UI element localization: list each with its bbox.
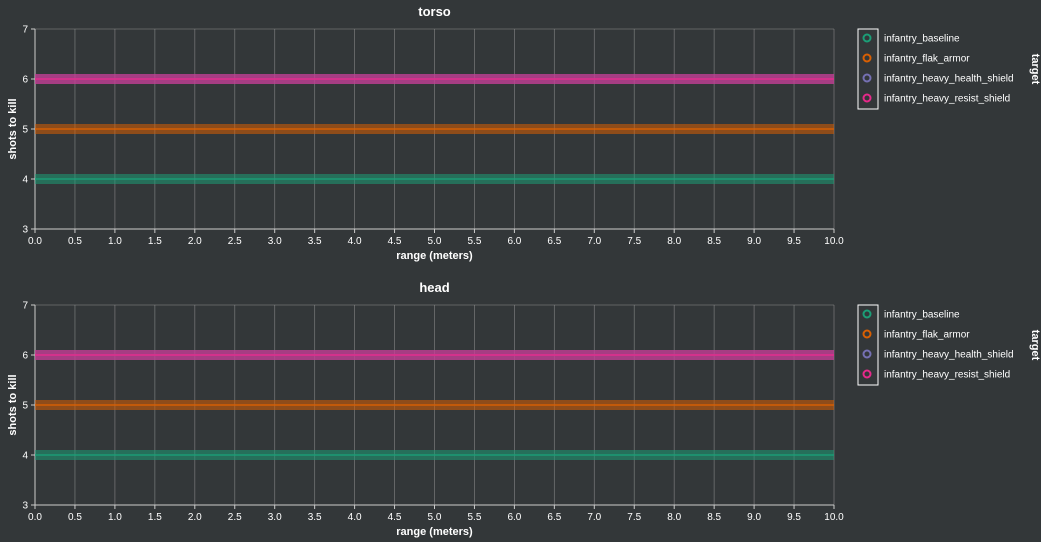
legend-box bbox=[857, 304, 879, 386]
y-tick-label: 4 bbox=[22, 175, 28, 186]
chart-panel-1: head 0.0 0.5 1.0 1.5 2.0 2.5 3.0 3.5 4.0 4.5 5.0 5.5… bbox=[7, 280, 1041, 538]
x-tick-label: 8.0 bbox=[667, 236, 681, 247]
legend-marker-infantry_heavy_resist_shield[interactable] bbox=[862, 369, 872, 379]
x-tick-label: 10.0 bbox=[824, 236, 844, 247]
legend-marker-infantry_heavy_health_shield[interactable] bbox=[862, 73, 872, 83]
x-tick-label: 1.5 bbox=[148, 512, 162, 523]
x-tick-label: 6.5 bbox=[547, 512, 561, 523]
y-tick-label: 7 bbox=[22, 301, 28, 312]
x-tick-label: 7.5 bbox=[627, 512, 641, 523]
x-tick-label: 2.0 bbox=[188, 512, 202, 523]
x-tick-label: 9.0 bbox=[747, 512, 761, 523]
y-tick-label: 7 bbox=[22, 25, 28, 36]
x-tick-label: 4.0 bbox=[348, 236, 362, 247]
legend-marker-infantry_baseline[interactable] bbox=[862, 33, 872, 43]
y-tick-label: 6 bbox=[22, 351, 28, 362]
x-tick-label: 2.0 bbox=[188, 236, 202, 247]
x-tick-label: 5.0 bbox=[428, 236, 442, 247]
x-tick-label: 5.5 bbox=[467, 512, 481, 523]
x-tick-label: 8.0 bbox=[667, 512, 681, 523]
x-tick-label: 10.0 bbox=[824, 512, 844, 523]
x-tick-label: 1.0 bbox=[108, 236, 122, 247]
legend-marker-infantry_flak_armor[interactable] bbox=[862, 329, 872, 339]
x-tick-label: 9.5 bbox=[787, 512, 801, 523]
chart-title: torso bbox=[418, 4, 451, 19]
x-tick-label: 4.5 bbox=[388, 512, 402, 523]
legend-box bbox=[857, 28, 879, 110]
x-tick-label: 0.5 bbox=[68, 236, 82, 247]
x-axis-title: range (meters) bbox=[396, 526, 473, 538]
legend-label-infantry_heavy_health_shield[interactable]: infantry_heavy_health_shield bbox=[884, 350, 1014, 361]
x-tick-label: 6.5 bbox=[547, 236, 561, 247]
x-tick-label: 7.0 bbox=[587, 236, 601, 247]
x-tick-label: 3.5 bbox=[308, 512, 322, 523]
y-tick-label: 3 bbox=[22, 225, 28, 236]
x-tick-label: 6.0 bbox=[507, 512, 521, 523]
legend-label-infantry_baseline[interactable]: infantry_baseline bbox=[884, 310, 960, 321]
x-tick-label: 9.5 bbox=[787, 236, 801, 247]
legend-label-infantry_flak_armor[interactable]: infantry_flak_armor bbox=[884, 330, 970, 341]
x-tick-label: 3.0 bbox=[268, 236, 282, 247]
x-tick-label: 5.0 bbox=[428, 512, 442, 523]
x-tick-label: 7.5 bbox=[627, 236, 641, 247]
x-tick-label: 7.0 bbox=[587, 512, 601, 523]
y-tick-label: 5 bbox=[22, 125, 28, 136]
x-tick-label: 5.5 bbox=[467, 236, 481, 247]
legend-marker-infantry_baseline[interactable] bbox=[862, 309, 872, 319]
y-tick-label: 4 bbox=[22, 451, 28, 462]
y-axis-title: shots to kill bbox=[7, 374, 19, 435]
legend-marker-infantry_heavy_health_shield[interactable] bbox=[862, 349, 872, 359]
y-tick-label: 6 bbox=[22, 75, 28, 86]
x-tick-label: 3.5 bbox=[308, 236, 322, 247]
y-tick-label: 5 bbox=[22, 401, 28, 412]
x-tick-label: 0.0 bbox=[28, 236, 42, 247]
x-tick-label: 4.0 bbox=[348, 512, 362, 523]
x-tick-label: 8.5 bbox=[707, 236, 721, 247]
x-axis-title: range (meters) bbox=[396, 250, 473, 262]
legend-label-infantry_flak_armor[interactable]: infantry_flak_armor bbox=[884, 54, 970, 65]
legend-label-infantry_heavy_resist_shield[interactable]: infantry_heavy_resist_shield bbox=[884, 94, 1010, 105]
x-tick-label: 1.5 bbox=[148, 236, 162, 247]
x-tick-label: 2.5 bbox=[228, 512, 242, 523]
legend-marker-infantry_heavy_resist_shield[interactable] bbox=[862, 93, 872, 103]
legend-label-infantry_heavy_health_shield[interactable]: infantry_heavy_health_shield bbox=[884, 74, 1014, 85]
legend-marker-infantry_flak_armor[interactable] bbox=[862, 53, 872, 63]
legend-label-infantry_baseline[interactable]: infantry_baseline bbox=[884, 34, 960, 45]
legend-label-infantry_heavy_resist_shield[interactable]: infantry_heavy_resist_shield bbox=[884, 370, 1010, 381]
x-tick-label: 9.0 bbox=[747, 236, 761, 247]
legend-title: target bbox=[1029, 330, 1041, 361]
x-tick-label: 6.0 bbox=[507, 236, 521, 247]
x-tick-label: 3.0 bbox=[268, 512, 282, 523]
x-tick-label: 0.0 bbox=[28, 512, 42, 523]
y-axis-title: shots to kill bbox=[7, 98, 19, 159]
legend-title: target bbox=[1029, 54, 1041, 85]
x-tick-label: 2.5 bbox=[228, 236, 242, 247]
chart-panel-0: torso 0.0 0.5 1.0 1.5 2.0 2.5 3.0 3.5 4.0 4.5 5.0 5.… bbox=[7, 4, 1041, 262]
x-tick-label: 8.5 bbox=[707, 512, 721, 523]
y-tick-label: 3 bbox=[22, 501, 28, 512]
x-tick-label: 0.5 bbox=[68, 512, 82, 523]
chart-title: head bbox=[419, 280, 449, 295]
x-tick-label: 4.5 bbox=[388, 236, 402, 247]
x-tick-label: 1.0 bbox=[108, 512, 122, 523]
